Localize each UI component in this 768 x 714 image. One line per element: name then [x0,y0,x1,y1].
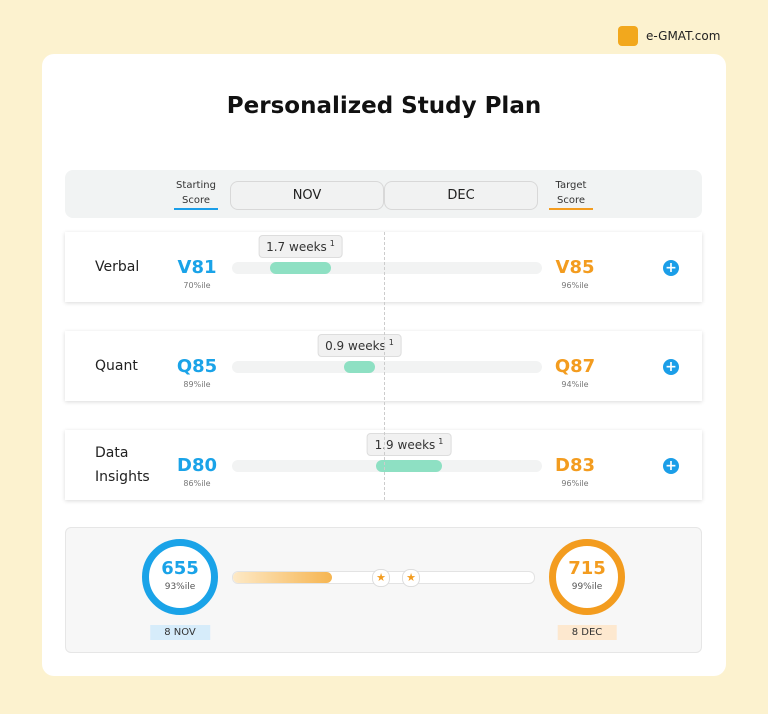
start-pct: 86%ile [183,479,210,488]
track [232,361,542,373]
expand-button[interactable]: + [663,260,679,276]
star: ★ [372,569,390,587]
start-score: V81 [178,257,217,278]
starting-label: Starting Score [174,178,218,210]
target-score: 715 [568,558,606,579]
start-pct: 89%ile [183,380,210,389]
brand-icon [618,26,638,46]
target-pct: 99%ile [572,582,603,592]
duration-text: 0.9 weeks [325,339,386,353]
progress-fill [233,572,332,583]
section: Data Insights [95,441,165,489]
start-pct: 70%ile [183,281,210,290]
footnote: 1 [330,239,335,248]
duration-bar [376,460,442,472]
target-score: Q87 [555,356,595,377]
month: NOV [230,181,384,210]
target-pct: 96%ile [561,281,588,290]
start-pct: 93%ile [165,582,196,592]
start-score: D80 [177,455,217,476]
footnote: 1 [389,338,394,347]
brand: e-GMAT.com [646,29,720,43]
star: ★ [402,569,420,587]
target-score: V85 [556,257,595,278]
footnote: 1 [438,437,443,446]
start-date: 8 NOV [150,625,210,640]
duration-bar [270,262,331,274]
target-pct: 96%ile [561,479,588,488]
month: DEC [384,181,538,210]
target-score: D83 [555,455,595,476]
start-score: 655 [161,558,199,579]
title: Personalized Study Plan [227,93,541,119]
section: Verbal [95,243,165,291]
expand-button[interactable]: + [663,359,679,375]
target-pct: 94%ile [561,380,588,389]
duration: 1.7 weeks1 [258,235,343,258]
duration: 0.9 weeks1 [317,334,402,357]
target-label: Target Score [549,178,593,210]
divider [384,232,385,500]
expand-button[interactable]: + [663,458,679,474]
start-score: Q85 [177,356,217,377]
duration-text: 1.7 weeks [266,240,327,254]
target-date: 8 DEC [558,625,617,640]
section: Quant [95,342,165,390]
duration: 1.9 weeks1 [367,433,452,456]
duration-bar [344,361,375,373]
